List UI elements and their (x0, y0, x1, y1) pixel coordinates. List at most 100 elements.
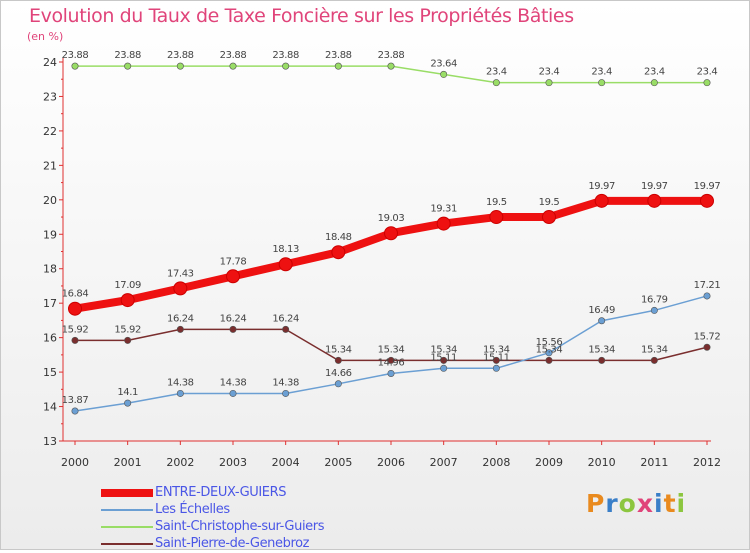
legend-label: Saint-Pierre-de-Genebroz (155, 536, 310, 551)
data-point (71, 336, 79, 344)
data-point (703, 343, 711, 351)
data-label: 15.34 (378, 344, 405, 355)
data-label: 23.4 (644, 67, 665, 78)
data-point (647, 193, 662, 208)
data-point (545, 349, 553, 357)
data-label: 19.97 (588, 181, 615, 192)
data-label: 23.4 (697, 67, 718, 78)
data-label: 23.88 (167, 50, 194, 61)
legend-label: Les Échelles (155, 502, 230, 517)
x-tick-label: 2012 (693, 456, 721, 469)
data-point (545, 79, 553, 87)
data-label: 15.92 (62, 324, 89, 335)
data-point (71, 62, 79, 70)
data-label: 15.72 (694, 331, 721, 342)
y-tick-label: 17 (43, 297, 57, 310)
y-tick-label: 18 (43, 263, 57, 276)
data-labels: 23.88 23.88 23.88 23.88 23.88 23.88 23.88 23.64… (62, 50, 721, 406)
y-tick-label: 24 (43, 56, 57, 69)
data-label: 14.38 (167, 377, 194, 388)
y-tick-label: 14 (43, 401, 57, 414)
data-label: 23.88 (325, 50, 352, 61)
x-tick-label: 2010 (588, 456, 616, 469)
series-layer (68, 62, 714, 415)
logo-letter: t (663, 489, 677, 518)
data-label: 17.43 (167, 268, 194, 279)
data-point (650, 306, 658, 314)
data-label: 13.87 (62, 395, 89, 406)
data-point (176, 62, 184, 70)
legend-label: ENTRE-DEUX-GUIERS (155, 485, 287, 500)
data-label: 18.13 (272, 244, 299, 255)
data-point (334, 356, 342, 364)
data-label: 15.92 (114, 324, 141, 335)
data-label: 15.56 (536, 337, 563, 348)
data-point (387, 62, 395, 70)
data-label: 15.34 (641, 344, 668, 355)
data-point (492, 356, 500, 364)
data-label: 18.48 (325, 232, 352, 243)
chart-title: Evolution du Taux de Taxe Foncière sur l… (29, 5, 574, 27)
data-point (703, 292, 711, 300)
data-label: 19.5 (486, 197, 507, 208)
data-point (71, 407, 79, 415)
y-tick-label: 21 (43, 159, 57, 172)
data-point (440, 364, 448, 372)
data-point (120, 293, 135, 308)
data-point (176, 325, 184, 333)
x-tick-label: 2000 (61, 456, 89, 469)
data-point (598, 317, 606, 325)
data-point (229, 325, 237, 333)
data-point (598, 79, 606, 87)
logo-letter: o (618, 489, 637, 518)
x-tick-label: 2008 (482, 456, 510, 469)
data-point (594, 193, 609, 208)
data-point (436, 216, 451, 231)
x-tick-label: 2007 (430, 456, 458, 469)
data-point (650, 356, 658, 364)
unit-label: (en %) (27, 30, 64, 43)
data-label: 14.96 (378, 357, 405, 368)
data-label: 17.09 (114, 280, 141, 291)
data-point (124, 62, 132, 70)
data-label: 14.38 (220, 377, 247, 388)
data-label: 23.4 (591, 67, 612, 78)
data-point (334, 380, 342, 388)
y-tick-label: 15 (43, 366, 57, 379)
data-label: 15.34 (325, 344, 352, 355)
data-label: 15.34 (430, 344, 457, 355)
data-label: 15.34 (536, 344, 563, 355)
data-point (124, 399, 132, 407)
data-point (384, 226, 398, 241)
data-point (492, 364, 500, 372)
data-label: 16.79 (641, 294, 668, 305)
data-label: 16.84 (62, 289, 89, 300)
data-label: 15.34 (588, 344, 615, 355)
proxiti-logo: Proxiti (586, 489, 686, 518)
data-label: 23.88 (220, 50, 247, 61)
x-tick-label: 2002 (166, 456, 194, 469)
data-label: 23.64 (430, 58, 457, 69)
legend-swatch (101, 543, 153, 545)
x-tick-label: 2005 (324, 456, 352, 469)
data-label: 19.97 (641, 181, 668, 192)
data-point (226, 269, 240, 284)
data-label: 17.78 (220, 256, 247, 267)
data-label: 23.4 (539, 67, 560, 78)
data-label: 23.88 (272, 50, 299, 61)
data-label: 14.38 (272, 377, 299, 388)
data-point (440, 356, 448, 364)
data-point (492, 79, 500, 87)
data-point (229, 62, 237, 70)
data-point (542, 210, 556, 225)
data-label: 19.97 (694, 181, 721, 192)
x-tick-label: 2011 (640, 456, 668, 469)
x-tick-label: 2001 (114, 456, 142, 469)
data-point (700, 193, 714, 208)
data-label: 23.4 (486, 67, 507, 78)
data-label: 14.66 (325, 368, 352, 379)
data-label: 16.24 (167, 313, 194, 324)
legend-label: Saint-Christophe-sur-Guiers (155, 519, 325, 534)
